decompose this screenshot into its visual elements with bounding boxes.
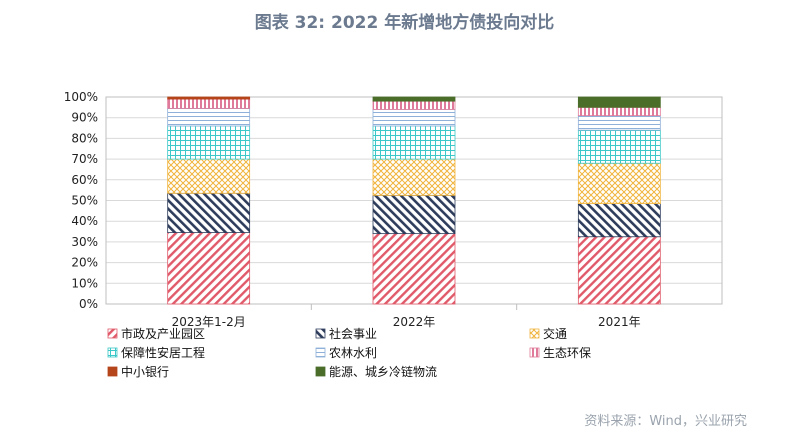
y-tick-label: 20% bbox=[71, 256, 98, 270]
bar-segment bbox=[167, 158, 251, 194]
legend-label: 社会事业 bbox=[329, 326, 377, 341]
bar-segment bbox=[577, 96, 661, 108]
bar-segment bbox=[577, 203, 661, 238]
bar-segment bbox=[372, 158, 456, 196]
bar-segment bbox=[372, 194, 456, 235]
legend-swatch bbox=[107, 328, 118, 339]
x-tick-label: 2023年1-2月 bbox=[172, 315, 246, 329]
bar-segment bbox=[372, 96, 456, 102]
y-tick-label: 10% bbox=[71, 276, 98, 290]
bar-segment bbox=[577, 162, 661, 205]
bar-segment bbox=[372, 109, 456, 127]
y-tick-label: 90% bbox=[71, 111, 98, 125]
x-tick-label: 2022年 bbox=[393, 315, 436, 329]
bar-segment bbox=[167, 192, 251, 233]
bar-segment bbox=[167, 125, 251, 160]
legend-swatch bbox=[529, 328, 540, 339]
y-tick-label: 70% bbox=[71, 152, 98, 166]
legend-label: 保障性安居工程 bbox=[121, 345, 205, 360]
legend-label: 交通 bbox=[543, 326, 567, 341]
bar-segment bbox=[372, 100, 456, 110]
y-tick-label: 80% bbox=[71, 131, 98, 145]
legend-swatch bbox=[315, 366, 326, 377]
legend-label: 农林水利 bbox=[329, 346, 377, 360]
y-tick-label: 60% bbox=[71, 173, 98, 187]
chart-title: 图表 32: 2022 年新增地方债投向对比 bbox=[254, 13, 555, 33]
source-note: 资料来源：Wind，兴业研究 bbox=[584, 414, 747, 429]
bar-segment bbox=[167, 107, 251, 127]
y-tick-label: 30% bbox=[71, 235, 98, 249]
legend-label: 能源、城乡冷链物流 bbox=[329, 364, 437, 379]
bar-segment bbox=[577, 106, 661, 117]
y-tick-label: 0% bbox=[79, 297, 98, 311]
y-tick-label: 40% bbox=[71, 214, 98, 228]
bar-segment bbox=[577, 115, 661, 131]
legend-swatch bbox=[315, 347, 326, 358]
legend-swatch bbox=[529, 347, 540, 358]
legend-swatch bbox=[107, 347, 118, 358]
bar-segment bbox=[167, 232, 251, 305]
legend-label: 市政及产业园区 bbox=[121, 326, 205, 341]
bar-segment bbox=[577, 236, 661, 305]
bar-segment bbox=[167, 96, 251, 100]
bar-segment bbox=[372, 233, 456, 305]
legend-label: 中小银行 bbox=[121, 364, 169, 379]
y-tick-label: 50% bbox=[71, 194, 98, 208]
y-tick-label: 100% bbox=[64, 90, 98, 104]
legend-swatch bbox=[315, 328, 326, 339]
legend-label: 生态环保 bbox=[543, 346, 591, 360]
legend-swatch bbox=[107, 366, 118, 377]
bar-segment bbox=[372, 125, 456, 160]
bar-segment bbox=[577, 129, 661, 164]
x-tick-label: 2021年 bbox=[598, 315, 641, 329]
bar-segment bbox=[167, 98, 251, 109]
